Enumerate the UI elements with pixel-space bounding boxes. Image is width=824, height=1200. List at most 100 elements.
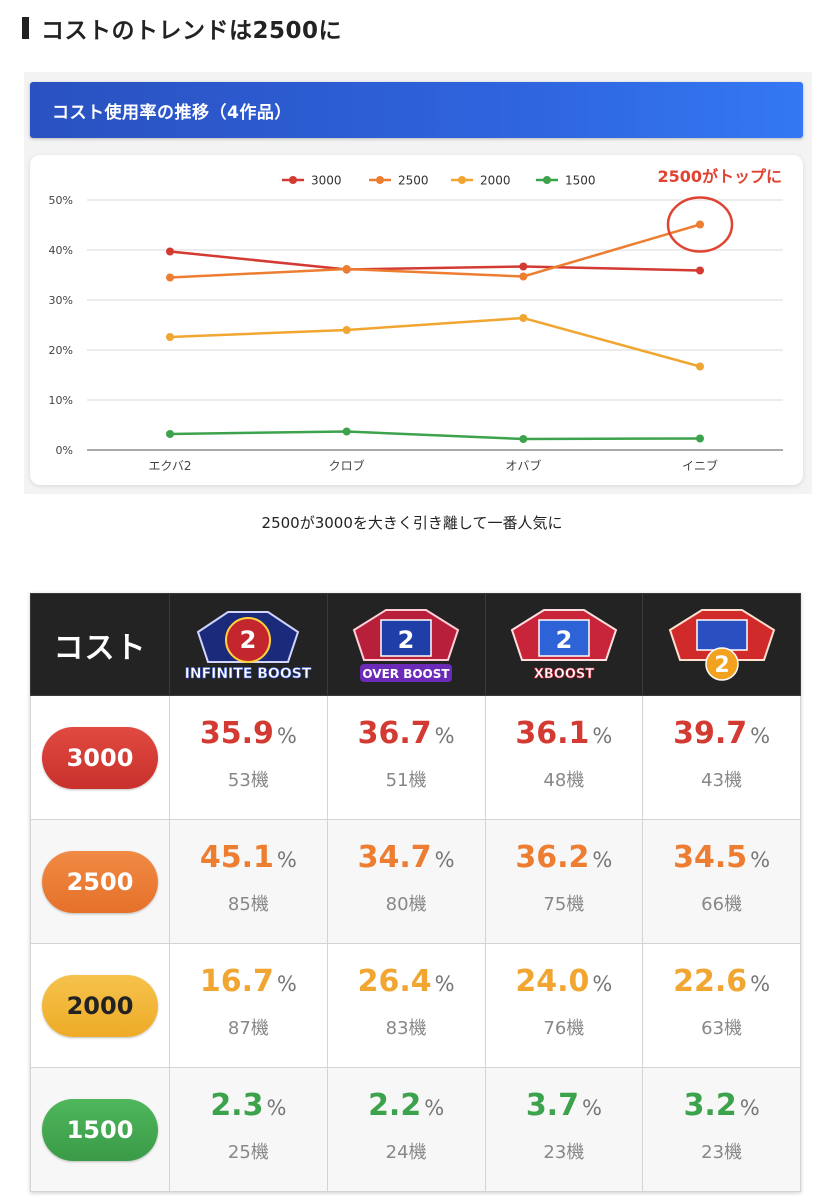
- usage-cell: 36.7% 51機: [326, 695, 486, 820]
- data-point-3000: [166, 247, 174, 256]
- usage-cell: 34.5% 66機: [642, 819, 801, 944]
- usage-cell: 36.1% 48機: [484, 695, 644, 820]
- data-point-2000: [519, 314, 528, 322]
- data-point-1500: [696, 434, 704, 443]
- series-line-1500: [169, 430, 701, 441]
- logo-number: 2: [556, 626, 573, 654]
- data-point-2000: [166, 333, 174, 341]
- legend-label: 2500: [398, 174, 429, 188]
- logo-number: 2: [240, 626, 257, 654]
- unit-count: 63機: [701, 1018, 743, 1039]
- y-tick-label: 0%: [56, 444, 73, 457]
- data-point-2500: [342, 265, 351, 273]
- table-row: 3000 35.9% 53機 36.7% 51機 36.1% 48機 39.7% 43機: [30, 695, 801, 820]
- usage-percent-value: 36.1: [515, 716, 590, 751]
- usage-percent-value: 3.7: [525, 1088, 579, 1123]
- usage-percent: 22.6%: [643, 964, 800, 1002]
- chart-title-banner: コスト使用率の推移（4作品）: [30, 82, 803, 138]
- usage-percent: 45.1%: [170, 840, 327, 878]
- percent-unit: %: [750, 848, 771, 872]
- y-tick-label: 30%: [49, 294, 73, 307]
- usage-percent-value: 34.7: [357, 840, 432, 875]
- unit-count: 23機: [543, 1142, 585, 1163]
- game-logo-extreme-vs-2: 2: [668, 608, 775, 681]
- unit-count: 24機: [385, 1142, 427, 1163]
- usage-percent-value: 3.2: [683, 1088, 737, 1123]
- data-point-1500: [166, 430, 174, 438]
- usage-cell: 3.2% 23機: [642, 1067, 801, 1192]
- unit-count: 87機: [227, 1018, 269, 1039]
- cost-table: コスト 2 INFINITE BOOST 2 OVER BOOST: [30, 593, 801, 1192]
- y-tick-label: 10%: [49, 394, 73, 407]
- usage-percent-value: 16.7: [199, 964, 274, 999]
- usage-percent: 16.7%: [170, 964, 327, 1002]
- usage-percent-value: 2.2: [368, 1088, 422, 1123]
- table-body: 3000 35.9% 53機 36.7% 51機 36.1% 48機 39.7% 43機 2500…: [30, 695, 801, 1192]
- usage-percent: 26.4%: [328, 964, 485, 1002]
- game-logo-infinite-boost: 2 INFINITE BOOST: [185, 610, 312, 682]
- game-logo-xboost: 2 XBOOST: [510, 608, 618, 682]
- y-tick-label: 20%: [49, 344, 73, 357]
- usage-cell: 34.7% 80機: [326, 819, 486, 944]
- cost-badge: 3000: [42, 726, 158, 789]
- usage-cell: 3.7% 23機: [484, 1067, 644, 1192]
- data-point-1500: [519, 435, 528, 443]
- cost-header: コスト: [30, 593, 170, 696]
- usage-percent: 2.2%: [328, 1088, 485, 1126]
- data-point-2000: [696, 362, 704, 371]
- unit-count: 66機: [701, 894, 743, 915]
- percent-unit: %: [750, 972, 771, 996]
- usage-percent: 36.7%: [328, 716, 485, 754]
- unit-count: 51機: [385, 770, 427, 791]
- chart-title: コスト使用率の推移（4作品）: [52, 102, 292, 123]
- percent-unit: %: [592, 972, 613, 996]
- annotation-text: 2500がトップに: [657, 167, 782, 186]
- unit-count: 76機: [543, 1018, 585, 1039]
- cost-cell: 3000: [30, 695, 170, 820]
- cost-cell: 1500: [30, 1067, 170, 1192]
- game-logo-cell: 2 OVER BOOST: [326, 593, 486, 696]
- annotation-circle: [666, 196, 734, 253]
- usage-cell: 35.9% 53機: [169, 695, 328, 820]
- usage-percent-value: 36.7: [357, 716, 432, 751]
- game-logo-cell: 2 INFINITE BOOST: [169, 593, 328, 696]
- unit-count: 23機: [701, 1142, 743, 1163]
- x-tick-label: エクバ2: [148, 459, 191, 473]
- usage-percent-value: 39.7: [673, 716, 748, 751]
- series-line-3000: [169, 250, 701, 272]
- usage-percent: 36.1%: [486, 716, 643, 754]
- usage-percent-value: 45.1: [199, 840, 274, 875]
- heading-bar: [22, 17, 29, 39]
- legend-label: 1500: [565, 174, 596, 188]
- table-row: 2500 45.1% 85機 34.7% 80機 36.2% 75機 34.5% 66機: [30, 819, 801, 944]
- usage-percent-value: 24.0: [515, 964, 590, 999]
- x-tick-label: オバブ: [505, 458, 541, 473]
- usage-cell: 22.6% 63機: [642, 943, 801, 1068]
- section-heading: コストのトレンドは2500に: [22, 8, 342, 48]
- percent-unit: %: [266, 1096, 287, 1120]
- data-point-1500: [342, 427, 351, 436]
- legend-label: 3000: [311, 174, 342, 188]
- cost-cell: 2500: [30, 819, 170, 944]
- logo-number: 2: [714, 653, 729, 678]
- usage-cell: 26.4% 83機: [326, 943, 486, 1068]
- usage-percent: 3.2%: [643, 1088, 800, 1126]
- y-tick-label: 40%: [49, 244, 73, 257]
- data-point-3000: [519, 262, 528, 271]
- cost-badge: 2500: [42, 850, 158, 913]
- usage-percent: 35.9%: [170, 716, 327, 754]
- percent-unit: %: [424, 1096, 445, 1120]
- data-point-2500: [519, 272, 528, 281]
- logo-subtitle: OVER BOOST: [363, 667, 451, 681]
- usage-percent-value: 2.3: [210, 1088, 264, 1123]
- usage-cell: 2.2% 24機: [326, 1067, 486, 1192]
- unit-count: 53機: [227, 770, 269, 791]
- y-tick-label: 50%: [49, 194, 73, 207]
- cost-badge: 1500: [42, 1098, 158, 1161]
- cost-badge: 2000: [42, 974, 158, 1037]
- data-point-2000: [342, 326, 351, 334]
- logo-number: 2: [398, 626, 415, 654]
- table-row: 1500 2.3% 25機 2.2% 24機 3.7% 23機 3.2% 23機: [30, 1067, 801, 1192]
- legend-label: 2000: [480, 174, 511, 188]
- legend-marker: [289, 176, 297, 184]
